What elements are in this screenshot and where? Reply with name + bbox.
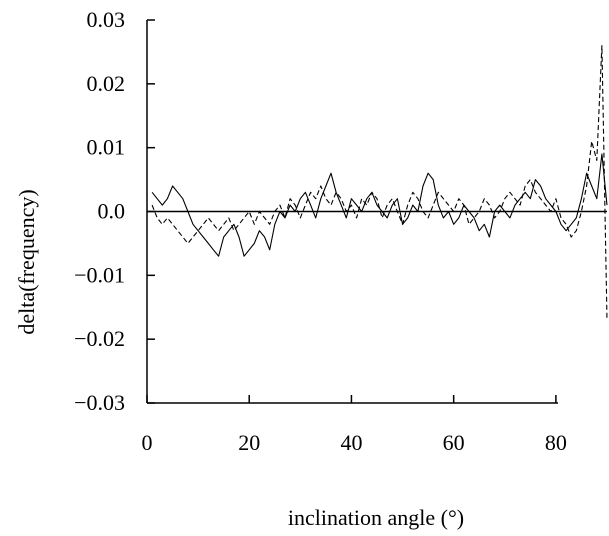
y-tick-label: 0.01 bbox=[87, 135, 126, 160]
x-axis-ticks: 0 20 40 60 80 bbox=[142, 395, 567, 455]
x-tick-label: 20 bbox=[238, 430, 260, 455]
series-group bbox=[151, 44, 608, 321]
y-tick-label: −0.03 bbox=[74, 390, 125, 415]
y-tick-label: 0.0 bbox=[98, 199, 126, 224]
series-line-dashed bbox=[151, 44, 608, 321]
y-axis-label: delta(frequency) bbox=[14, 189, 39, 334]
x-tick-label: 80 bbox=[545, 430, 567, 455]
x-tick-label: 0 bbox=[142, 430, 153, 455]
x-axis-label: inclination angle (°) bbox=[288, 505, 464, 530]
series-line-solid bbox=[151, 153, 608, 257]
y-tick-label: −0.01 bbox=[74, 262, 125, 287]
y-tick-label: 0.02 bbox=[87, 71, 126, 96]
x-tick-label: 60 bbox=[443, 430, 465, 455]
y-tick-label: −0.02 bbox=[74, 326, 125, 351]
y-tick-label: 0.03 bbox=[87, 7, 126, 32]
y-axis-ticks: 0.03 0.02 0.01 0.0 −0.01 −0.02 −0.03 bbox=[74, 7, 155, 415]
x-tick-label: 40 bbox=[340, 430, 362, 455]
